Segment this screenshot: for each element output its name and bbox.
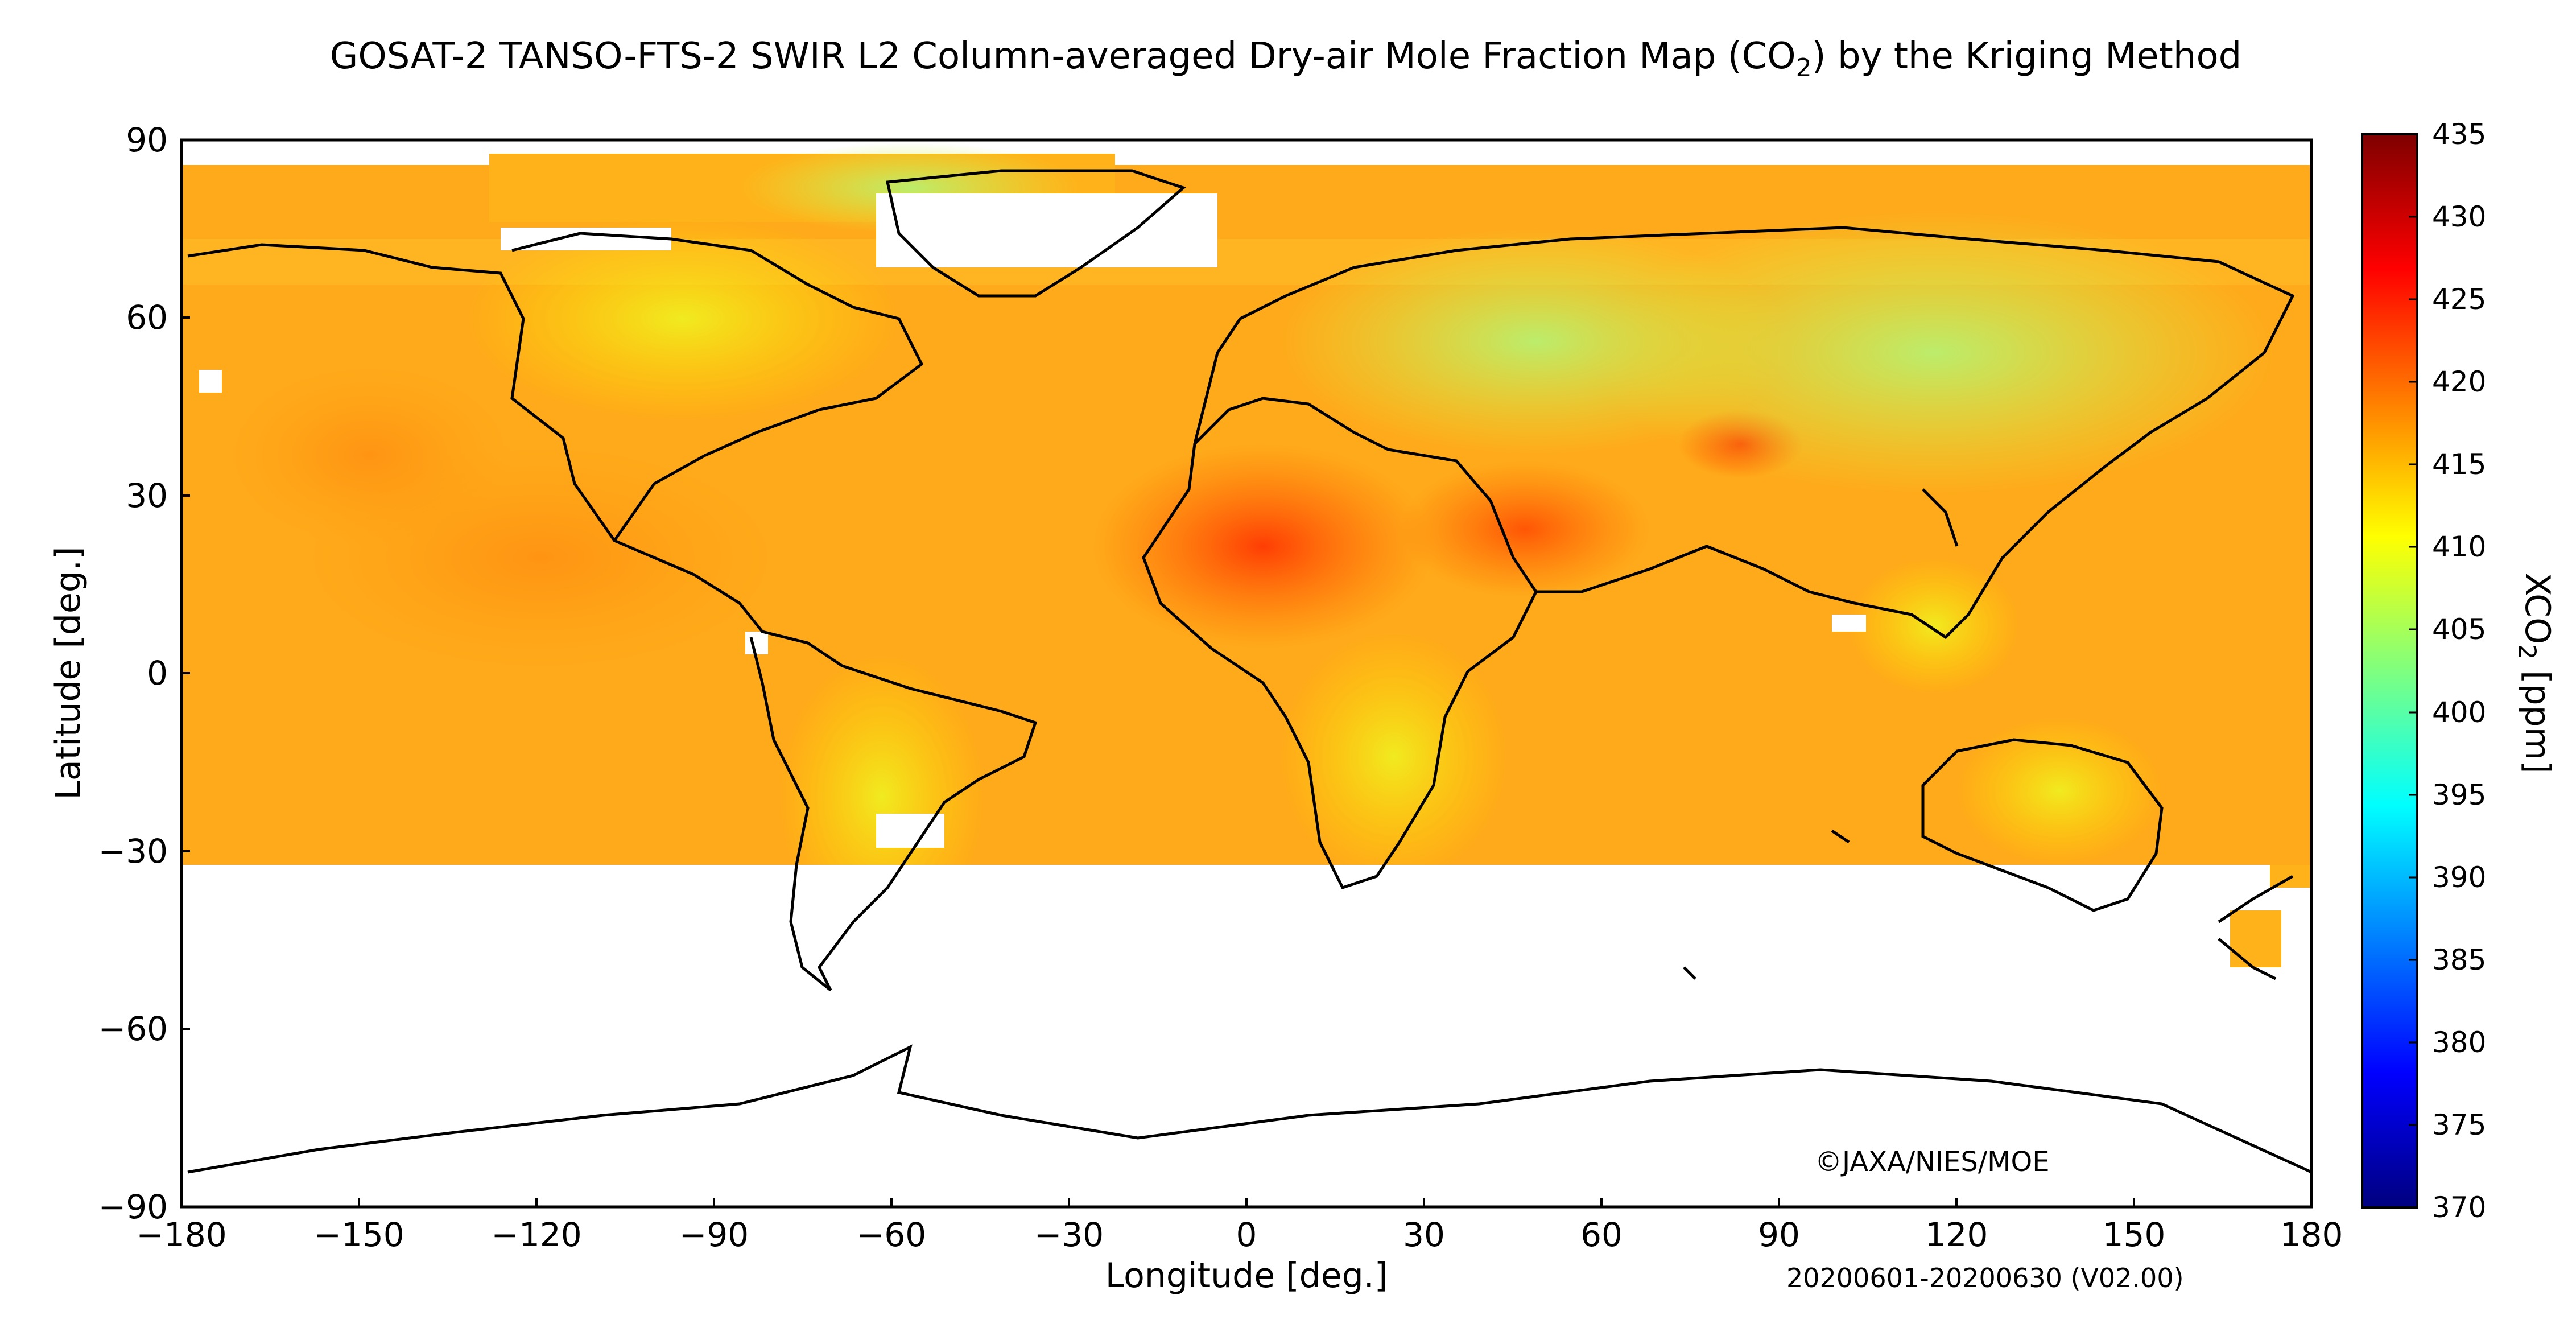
high-xco2-sahara xyxy=(1092,444,1434,649)
colorbar-tick-label: 390 xyxy=(2432,861,2486,894)
x-tick-label: 120 xyxy=(1925,1215,1988,1254)
colorbar-tick-label: 430 xyxy=(2432,200,2486,233)
colorbar-tick-label: 420 xyxy=(2432,365,2486,398)
y-tick-label: 30 xyxy=(126,476,168,515)
colorbar-tick-label: 405 xyxy=(2432,613,2486,646)
y-axis-ticks xyxy=(181,139,190,1208)
colorbar-tick-label: 400 xyxy=(2432,696,2486,729)
y-tick-label: −30 xyxy=(98,832,168,871)
colorbar-tick-label: 380 xyxy=(2432,1026,2486,1059)
x-tick-label: −60 xyxy=(857,1215,926,1254)
coastlines xyxy=(187,169,2311,1174)
y-tick-label: 0 xyxy=(147,654,168,692)
y-axis-label: Latitude [deg.] xyxy=(48,547,88,800)
x-tick-label: 30 xyxy=(1403,1215,1445,1254)
colorbar-tick-label: 415 xyxy=(2432,448,2486,481)
x-tick-label: 150 xyxy=(2103,1215,2166,1254)
colorbar-tick-label: 410 xyxy=(2432,530,2486,563)
colorbar-label: XCO2 [ppm] xyxy=(2513,572,2557,773)
x-axis-ticks xyxy=(180,1198,2313,1207)
period-text: 20200601-20200630 (V02.00) xyxy=(1786,1263,2184,1293)
credit-text: ©JAXA/NIES/MOE xyxy=(1815,1146,2050,1178)
x-tick-label: 60 xyxy=(1580,1215,1623,1254)
colorbar-tick-label: 370 xyxy=(2432,1191,2486,1224)
high-xco2-arabia xyxy=(1400,461,1650,597)
x-tick-label: −180 xyxy=(136,1215,226,1254)
x-tick-label: 0 xyxy=(1236,1215,1257,1254)
x-tick-label: −90 xyxy=(679,1215,749,1254)
chart-title: GOSAT-2 TANSO-FTS-2 SWIR L2 Column-avera… xyxy=(330,35,2241,83)
colorbar-ticks xyxy=(2409,133,2417,1209)
colorbar-tick-label: 425 xyxy=(2432,283,2486,316)
x-tick-label: −150 xyxy=(313,1215,404,1254)
colorbar-tick-label: 385 xyxy=(2432,943,2486,976)
xco2-map xyxy=(181,140,2311,1207)
colorbar-tick-label: 375 xyxy=(2432,1108,2486,1141)
colorbar-tick-label: 435 xyxy=(2432,118,2486,151)
x-tick-label: −30 xyxy=(1034,1215,1104,1254)
y-tick-label: 60 xyxy=(126,298,168,337)
x-tick-label: 90 xyxy=(1758,1215,1800,1254)
x-axis-label: Longitude [deg.] xyxy=(1105,1256,1388,1296)
x-tick-label: 180 xyxy=(2280,1215,2343,1254)
colorbar xyxy=(2361,133,2418,1209)
y-tick-label: −60 xyxy=(98,1009,168,1048)
y-tick-label: −90 xyxy=(98,1188,168,1226)
x-tick-label: −120 xyxy=(491,1215,581,1254)
colorbar-tick-label: 395 xyxy=(2432,778,2486,811)
y-tick-label: 90 xyxy=(126,121,168,159)
low-xco2-siberia xyxy=(1593,211,2276,495)
